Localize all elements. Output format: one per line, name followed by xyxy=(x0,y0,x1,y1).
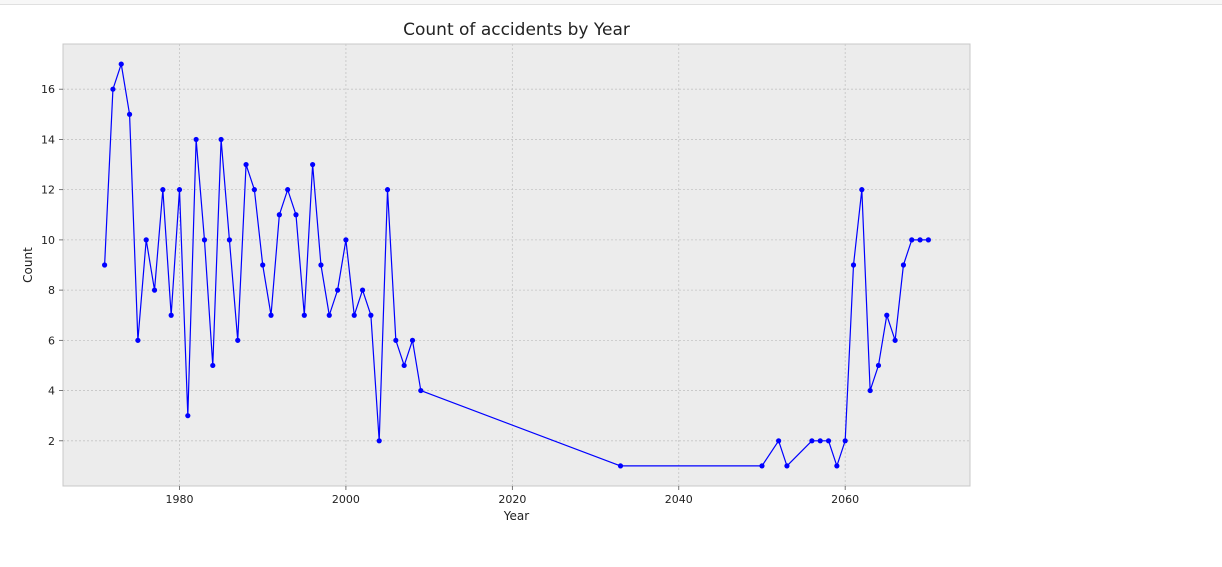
data-point xyxy=(617,463,624,469)
x-axis-label: Year xyxy=(503,509,529,523)
data-point xyxy=(401,362,407,369)
data-point xyxy=(301,312,307,318)
y-tick-label: 4 xyxy=(48,385,55,398)
data-point xyxy=(917,237,923,243)
y-tick-label: 16 xyxy=(41,83,55,96)
data-point xyxy=(126,111,133,117)
data-point xyxy=(776,438,782,444)
x-tick-label: 2040 xyxy=(665,493,693,506)
y-tick-label: 8 xyxy=(48,284,55,297)
y-tick-label: 14 xyxy=(41,133,55,146)
top-border xyxy=(0,0,1222,5)
series-layer xyxy=(102,61,931,469)
data-point xyxy=(351,312,357,318)
data-point xyxy=(185,413,191,419)
data-point xyxy=(318,262,324,268)
data-point xyxy=(310,161,316,168)
plot-area xyxy=(63,44,970,486)
data-point xyxy=(809,438,815,444)
data-point xyxy=(168,312,174,318)
data-point xyxy=(260,262,266,268)
grid-lines xyxy=(63,44,970,486)
x-tick-label: 1980 xyxy=(165,493,193,506)
data-point xyxy=(143,237,149,243)
axes-frame xyxy=(62,43,971,487)
data-point xyxy=(859,187,865,193)
y-axis-ticks: 2 4 6 8 10 12 14 16 xyxy=(41,83,63,448)
data-point xyxy=(276,212,282,218)
data-point xyxy=(226,237,233,243)
axes-border xyxy=(62,43,971,487)
data-point xyxy=(359,287,366,293)
data-point xyxy=(102,262,108,268)
data-point xyxy=(176,187,183,193)
x-tick-label: 2020 xyxy=(498,493,526,506)
data-point xyxy=(875,362,882,369)
data-point xyxy=(925,237,931,243)
data-point xyxy=(909,237,915,243)
data-point xyxy=(285,187,291,193)
data-point xyxy=(210,362,216,369)
y-tick-label: 6 xyxy=(48,334,55,347)
data-point xyxy=(201,237,208,243)
x-axis-ticks: 1980 2000 2020 2040 2060 xyxy=(165,486,859,506)
data-point xyxy=(825,438,832,444)
data-point xyxy=(243,161,249,168)
data-point xyxy=(110,86,116,92)
data-point xyxy=(218,136,224,143)
data-point xyxy=(817,438,823,444)
data-point xyxy=(784,463,790,469)
data-point xyxy=(235,337,241,343)
data-point xyxy=(867,387,873,394)
chart-title: Count of accidents by Year xyxy=(403,20,630,40)
data-point xyxy=(268,312,274,318)
data-point xyxy=(884,312,890,318)
data-point xyxy=(834,463,840,469)
data-point xyxy=(151,287,158,293)
y-tick-label: 10 xyxy=(41,234,55,247)
data-point xyxy=(118,61,124,67)
x-tick-label: 2060 xyxy=(831,493,859,506)
data-point xyxy=(900,262,907,268)
data-point xyxy=(409,337,416,343)
data-point xyxy=(343,237,349,243)
data-point xyxy=(334,287,341,293)
data-point xyxy=(293,212,299,218)
data-point xyxy=(418,387,424,394)
y-tick-label: 2 xyxy=(48,435,55,448)
y-tick-label: 12 xyxy=(41,184,55,197)
data-point xyxy=(326,312,332,318)
x-tick-label: 2000 xyxy=(332,493,360,506)
data-point xyxy=(160,187,166,193)
y-axis-label: Count xyxy=(21,247,35,283)
data-point xyxy=(892,337,898,343)
data-point xyxy=(384,187,391,193)
data-point xyxy=(842,438,848,444)
data-point xyxy=(759,463,765,469)
data-point xyxy=(376,438,382,444)
data-point xyxy=(850,262,857,268)
data-point xyxy=(193,136,199,143)
data-point xyxy=(135,337,141,343)
data-point xyxy=(393,337,399,343)
data-point xyxy=(368,312,374,318)
series-line xyxy=(104,63,929,467)
data-point xyxy=(251,187,257,193)
